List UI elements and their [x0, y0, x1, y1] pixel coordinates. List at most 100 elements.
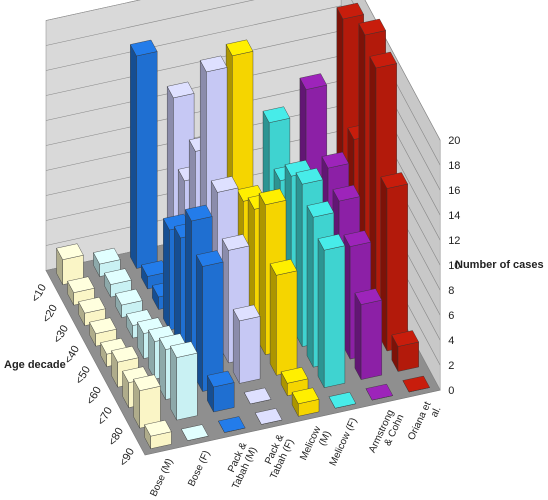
bar-side: [306, 205, 314, 368]
bar-top: [391, 330, 420, 347]
series-label-box: Oriana et al.: [406, 400, 443, 442]
y-tick-label: 4: [448, 335, 454, 347]
bar: [195, 250, 224, 392]
bar: [232, 304, 261, 384]
y-tick-label: 2: [448, 360, 454, 372]
bar-top: [402, 375, 431, 393]
bar-top: [221, 234, 250, 251]
y-tick-label: 8: [448, 285, 454, 297]
bar-top: [343, 230, 372, 247]
bar-top: [115, 288, 143, 306]
bar-top: [258, 188, 287, 206]
bar: [291, 387, 320, 417]
bar-top: [104, 268, 132, 285]
bar-top: [336, 2, 365, 20]
x-tick-label: <80: [106, 426, 126, 448]
bar-top: [328, 391, 357, 409]
series-label: Bose (M): [148, 456, 176, 499]
bar-top: [129, 39, 158, 57]
bar: [317, 233, 346, 388]
bar: [243, 387, 272, 405]
bar-side: [354, 293, 362, 380]
bar: [181, 424, 209, 441]
bar-top: [170, 341, 198, 358]
bar: [67, 276, 95, 306]
bar: [328, 391, 357, 409]
y-tick-label: 6: [448, 310, 454, 322]
series-label-box: Armstrong & Cohn: [367, 408, 407, 455]
x-tick-label: <60: [84, 385, 104, 407]
series-label-box: Pack & Tabah (M): [225, 440, 260, 491]
bar-front: [360, 299, 382, 380]
x-tick-label: <20: [40, 303, 60, 325]
x-axis-title: Age decade: [4, 359, 66, 371]
bar: [170, 341, 198, 421]
bar-front: [276, 270, 298, 376]
bar-top: [243, 387, 272, 405]
bar: [56, 243, 84, 285]
bar-top: [332, 184, 361, 202]
bar-top: [232, 304, 261, 322]
bar-top: [89, 317, 117, 334]
series-label: Armstrong & Cohn: [367, 408, 407, 455]
bar: [133, 374, 161, 429]
x-tick-label: <70: [95, 405, 115, 427]
bar-front: [239, 316, 261, 384]
y-axis-title: Number of cases: [455, 259, 544, 271]
bar-top: [365, 383, 394, 401]
series-label-box: Pack & Tabah (F): [262, 432, 297, 481]
y-tick-label: 12: [448, 235, 460, 247]
bar: [365, 383, 394, 401]
series-label: Pack & Tabah (M): [225, 440, 260, 491]
x-tick-label: <50: [73, 364, 93, 386]
bar-side: [232, 309, 240, 384]
bar-top: [269, 259, 298, 276]
bar-side: [269, 263, 277, 376]
bar-top: [144, 419, 172, 437]
bar-top: [78, 296, 106, 314]
bar: [129, 39, 158, 269]
y-tick-label: 10: [448, 260, 460, 272]
bar-top: [199, 55, 228, 73]
bar-top: [299, 73, 328, 90]
series-label-box: Melicow (M): [298, 425, 333, 462]
bar-front: [213, 382, 235, 413]
bar-top: [291, 387, 320, 405]
grid-line: [45, 0, 441, 166]
series-label-box: Melicow (F): [328, 416, 360, 467]
bar-front: [397, 341, 419, 372]
bar-top: [354, 288, 383, 305]
bar-side: [317, 238, 325, 388]
bar-top: [217, 416, 246, 433]
y-tick-label: 16: [448, 185, 460, 197]
bar-top: [111, 345, 139, 363]
bar: [254, 408, 283, 425]
bar-top: [262, 106, 291, 123]
x-tick-label: <40: [62, 344, 82, 366]
bar-top: [195, 250, 224, 267]
bar-top: [380, 172, 409, 189]
bar-side: [170, 346, 177, 421]
bar: [144, 419, 172, 449]
bar: [380, 172, 409, 352]
y-tick-label: 20: [448, 135, 460, 147]
bar: [354, 288, 383, 380]
bar-top: [225, 39, 254, 57]
bar-top: [369, 51, 398, 69]
series-label-box: Bose (F): [186, 449, 212, 488]
bar-top: [321, 151, 350, 169]
bar-top: [317, 233, 346, 251]
bar-top: [206, 370, 235, 388]
bar: [89, 317, 117, 347]
bar-top: [295, 167, 324, 185]
bar: [206, 370, 235, 413]
bar: [269, 259, 298, 376]
bar-front: [324, 245, 346, 388]
bar-side: [130, 44, 137, 269]
y-tick-label: 18: [448, 160, 460, 172]
y-tick-label: 0: [448, 385, 454, 397]
bar-top: [254, 408, 283, 425]
grid-line: [45, 0, 441, 141]
series-label: Pack & Tabah (F): [262, 432, 297, 481]
